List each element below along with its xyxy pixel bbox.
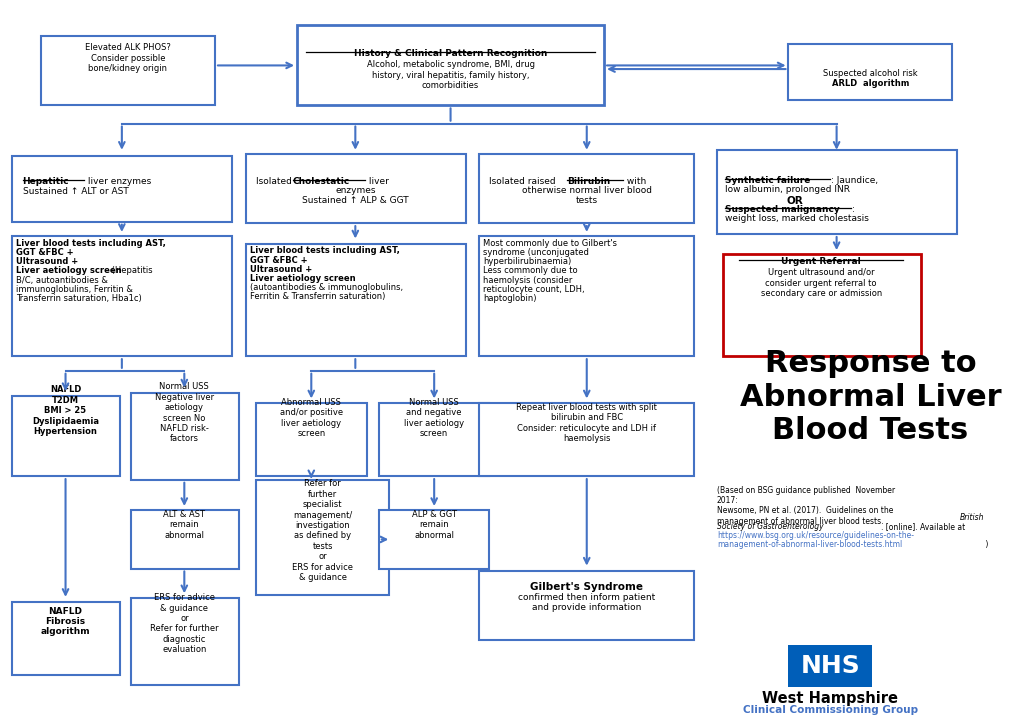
FancyBboxPatch shape	[131, 393, 239, 480]
Text: Suspected alcohol risk: Suspected alcohol risk	[823, 69, 918, 78]
FancyBboxPatch shape	[12, 602, 120, 675]
Text: ALT & AST
remain
abnormal: ALT & AST remain abnormal	[163, 510, 206, 539]
Text: (autoantibodies & immunoglobulins,: (autoantibodies & immunoglobulins,	[250, 283, 403, 292]
Text: liver: liver	[366, 177, 388, 185]
Text: Normal USS
and negative
liver aetiology
screen: Normal USS and negative liver aetiology …	[404, 398, 464, 438]
FancyBboxPatch shape	[717, 150, 957, 234]
Text: :: :	[852, 205, 855, 214]
Text: Sustained ↑ ALT or AST: Sustained ↑ ALT or AST	[23, 187, 128, 196]
Text: Isolated: Isolated	[256, 177, 295, 185]
Text: Alcohol, metabolic syndrome, BMI, drug
history, viral hepatitis, family history,: Alcohol, metabolic syndrome, BMI, drug h…	[367, 60, 535, 90]
FancyBboxPatch shape	[788, 44, 952, 100]
Text: weight loss, marked cholestasis: weight loss, marked cholestasis	[725, 214, 869, 223]
Text: : Jaundice,: : Jaundice,	[831, 176, 879, 185]
Text: low albumin, prolonged INR: low albumin, prolonged INR	[725, 185, 850, 194]
Text: NAFLD
Fibrosis
algorithm: NAFLD Fibrosis algorithm	[41, 607, 90, 636]
FancyBboxPatch shape	[12, 236, 232, 356]
Text: Cholestatic: Cholestatic	[293, 177, 350, 185]
Text: Urgent ultrasound and/or
consider urgent referral to
secondary care or admission: Urgent ultrasound and/or consider urgent…	[761, 268, 882, 298]
Text: Gilbert's Syndrome: Gilbert's Syndrome	[530, 582, 643, 592]
Text: Normal USS
Negative liver
aetiology
screen No
NAFLD risk-
factors: Normal USS Negative liver aetiology scre…	[155, 382, 214, 443]
Text: Most commonly due to Gilbert's: Most commonly due to Gilbert's	[483, 239, 617, 248]
FancyBboxPatch shape	[297, 25, 604, 105]
Text: Ultrasound +: Ultrasound +	[16, 257, 79, 266]
FancyBboxPatch shape	[256, 403, 367, 476]
Text: Liver aetiology screen: Liver aetiology screen	[250, 273, 355, 283]
Text: B/C, autoantibodies &: B/C, autoantibodies &	[16, 276, 109, 284]
Text: Liver aetiology screen: Liver aetiology screen	[16, 266, 122, 276]
Text: ARLD  algorithm: ARLD algorithm	[831, 79, 909, 88]
Text: OR: OR	[786, 196, 803, 206]
Text: Elevated ALK PHOS?
Consider possible
bone/kidney origin: Elevated ALK PHOS? Consider possible bon…	[85, 44, 171, 73]
FancyBboxPatch shape	[256, 480, 389, 595]
Text: liver enzymes: liver enzymes	[85, 177, 152, 185]
Text: Synthetic failure: Synthetic failure	[725, 176, 810, 185]
Text: confirmed then inform patient
and provide information: confirmed then inform patient and provid…	[518, 593, 655, 612]
FancyBboxPatch shape	[479, 403, 694, 476]
Text: haemolysis (consider: haemolysis (consider	[483, 276, 572, 284]
Text: management-of-abnormal-liver-blood-tests.html: management-of-abnormal-liver-blood-tests…	[717, 540, 902, 549]
Text: immunoglobulins, Ferritin &: immunoglobulins, Ferritin &	[16, 284, 133, 294]
Text: with: with	[624, 177, 646, 185]
FancyBboxPatch shape	[788, 645, 872, 687]
Text: British: British	[959, 513, 984, 522]
Text: enzymes: enzymes	[335, 186, 376, 195]
FancyBboxPatch shape	[246, 154, 466, 223]
Text: Bilirubin: Bilirubin	[567, 177, 610, 185]
Text: haptoglobin): haptoglobin)	[483, 294, 537, 302]
Text: Transferrin saturation, Hba1c): Transferrin saturation, Hba1c)	[16, 294, 142, 302]
Text: Less commonly due to: Less commonly due to	[483, 266, 578, 276]
Text: West Hampshire: West Hampshire	[763, 691, 898, 706]
Text: Repeat liver blood tests with split
bilirubin and FBC
Consider: reticulocyte and: Repeat liver blood tests with split bili…	[516, 403, 657, 443]
Text: Refer for
further
specialist
management/
investigation
as defined by
tests
or
ER: Refer for further specialist management/…	[292, 479, 353, 582]
Text: (Based on BSG guidance published  November
2017:
Newsome, PN et al. (2017).  Gui: (Based on BSG guidance published Novembe…	[717, 486, 895, 526]
Text: Suspected malignancy: Suspected malignancy	[725, 205, 840, 214]
Text: reticulocyte count, LDH,: reticulocyte count, LDH,	[483, 284, 585, 294]
Text: Hepatitic: Hepatitic	[23, 177, 70, 185]
Text: Isolated raised: Isolated raised	[489, 177, 559, 185]
Text: ALP & GGT
remain
abnormal: ALP & GGT remain abnormal	[412, 510, 457, 539]
Text: NHS: NHS	[801, 654, 860, 678]
FancyBboxPatch shape	[479, 236, 694, 356]
FancyBboxPatch shape	[12, 396, 120, 476]
Text: . [online]. Available at: . [online]. Available at	[881, 522, 965, 531]
Text: Ferritin & Transferrin saturation): Ferritin & Transferrin saturation)	[250, 292, 385, 301]
FancyBboxPatch shape	[379, 510, 489, 569]
Text: History & Clinical Pattern Recognition: History & Clinical Pattern Recognition	[354, 49, 547, 58]
FancyBboxPatch shape	[479, 571, 694, 640]
FancyBboxPatch shape	[131, 598, 239, 685]
FancyBboxPatch shape	[12, 156, 232, 222]
Text: NAFLD
T2DM
BMI > 25
Dyslipidaemia
Hypertension: NAFLD T2DM BMI > 25 Dyslipidaemia Hypert…	[32, 385, 99, 436]
Text: Liver blood tests including AST,: Liver blood tests including AST,	[16, 239, 166, 248]
Text: GGT &FBC +: GGT &FBC +	[250, 255, 307, 265]
FancyBboxPatch shape	[131, 510, 239, 569]
FancyBboxPatch shape	[723, 254, 921, 356]
Text: Response to
Abnormal Liver
Blood Tests: Response to Abnormal Liver Blood Tests	[739, 349, 1001, 445]
Text: https://www.bsg.org.uk/resource/guidelines-on-the-: https://www.bsg.org.uk/resource/guidelin…	[717, 531, 913, 540]
Text: Liver blood tests including AST,: Liver blood tests including AST,	[250, 246, 399, 255]
FancyBboxPatch shape	[479, 154, 694, 223]
Text: Urgent Referral: Urgent Referral	[781, 257, 861, 266]
Text: Abnormal USS
and/or positive
liver aetiology
screen: Abnormal USS and/or positive liver aetio…	[280, 398, 343, 438]
Text: Sustained ↑ ALP & GGT: Sustained ↑ ALP & GGT	[302, 196, 409, 204]
Text: (Hepatitis: (Hepatitis	[109, 266, 153, 276]
Text: Society of Gastroenterology: Society of Gastroenterology	[717, 522, 823, 531]
Text: Clinical Commissioning Group: Clinical Commissioning Group	[742, 705, 919, 715]
FancyBboxPatch shape	[246, 244, 466, 356]
Text: hyperbilirubinaemia): hyperbilirubinaemia)	[483, 257, 571, 266]
Text: ERS for advice
& guidance
or
Refer for further
diagnostic
evaluation: ERS for advice & guidance or Refer for f…	[150, 593, 219, 654]
Text: tests: tests	[575, 196, 598, 204]
FancyBboxPatch shape	[41, 36, 215, 105]
Text: syndrome (unconjugated: syndrome (unconjugated	[483, 248, 589, 257]
FancyBboxPatch shape	[379, 403, 489, 476]
Text: otherwise normal liver blood: otherwise normal liver blood	[522, 186, 651, 195]
Text: ): )	[983, 540, 988, 549]
Text: GGT &FBC +: GGT &FBC +	[16, 248, 74, 257]
Text: Ultrasound +: Ultrasound +	[250, 265, 312, 273]
